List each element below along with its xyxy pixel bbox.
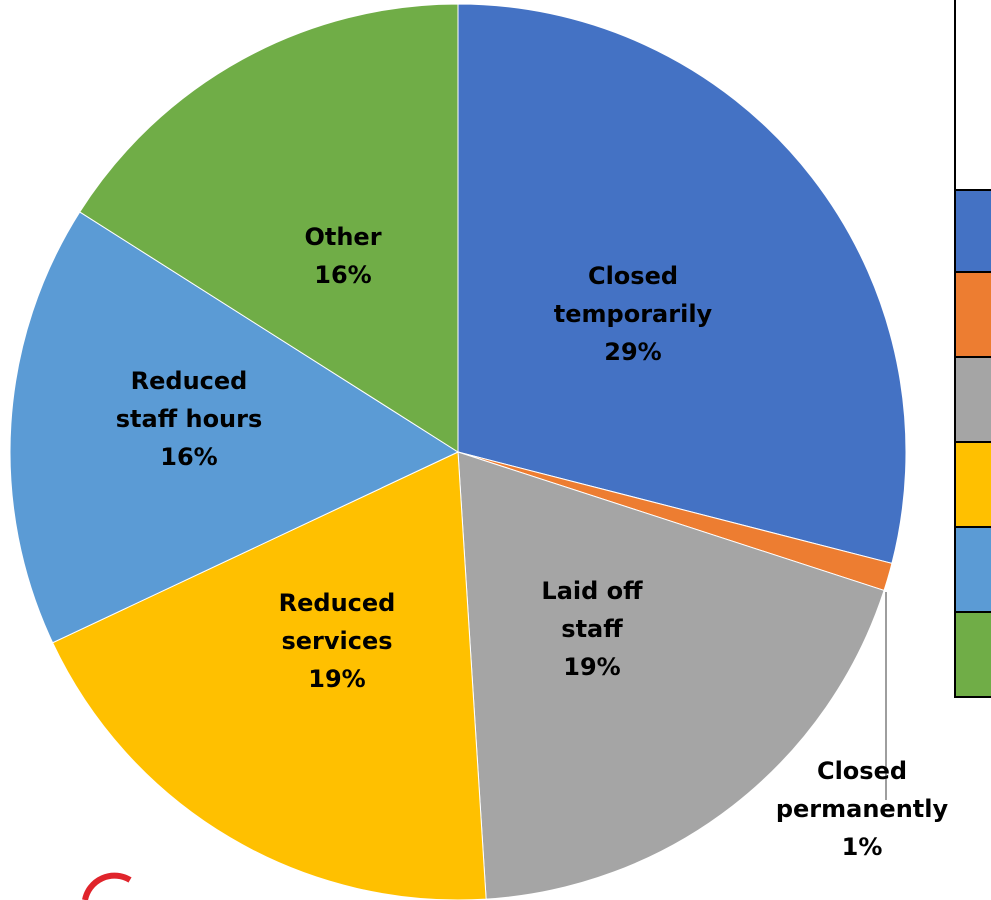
slice-value-label: 16% — [314, 261, 371, 289]
table-cell — [954, 441, 991, 528]
slice-value-label: 19% — [563, 653, 620, 681]
slice-category-label: Other — [304, 223, 381, 251]
slice-category-label: Reduced services — [279, 589, 396, 655]
logo-fragment — [82, 872, 132, 900]
labels: Closed temporarily 29% Closed permanently 1% L… — [116, 223, 949, 861]
table-cell — [954, 611, 991, 698]
slice-category-label: Laid off staff — [541, 577, 643, 643]
table-header-cell — [954, 0, 991, 191]
slice-value-label: 29% — [604, 338, 661, 366]
side-table — [954, 0, 991, 698]
pie — [9, 3, 907, 900]
slice-value-label: 16% — [160, 443, 217, 471]
table-cell — [954, 526, 991, 613]
slice-category-label: Reduced staff hours — [116, 367, 263, 433]
table-cell — [954, 271, 991, 358]
table-cell — [954, 356, 991, 443]
pie-slice — [9, 211, 460, 644]
slice-value-label: 1% — [842, 833, 883, 861]
pie-slice — [457, 451, 885, 900]
slice-category-label: Closed temporarily — [554, 262, 713, 328]
pie-slice — [51, 451, 487, 900]
pie-slice — [79, 3, 459, 453]
pie-slice — [457, 3, 907, 565]
slice-category-label: Closed permanently — [776, 757, 949, 823]
table-cell — [954, 189, 991, 273]
slice-value-label: 19% — [308, 665, 365, 693]
